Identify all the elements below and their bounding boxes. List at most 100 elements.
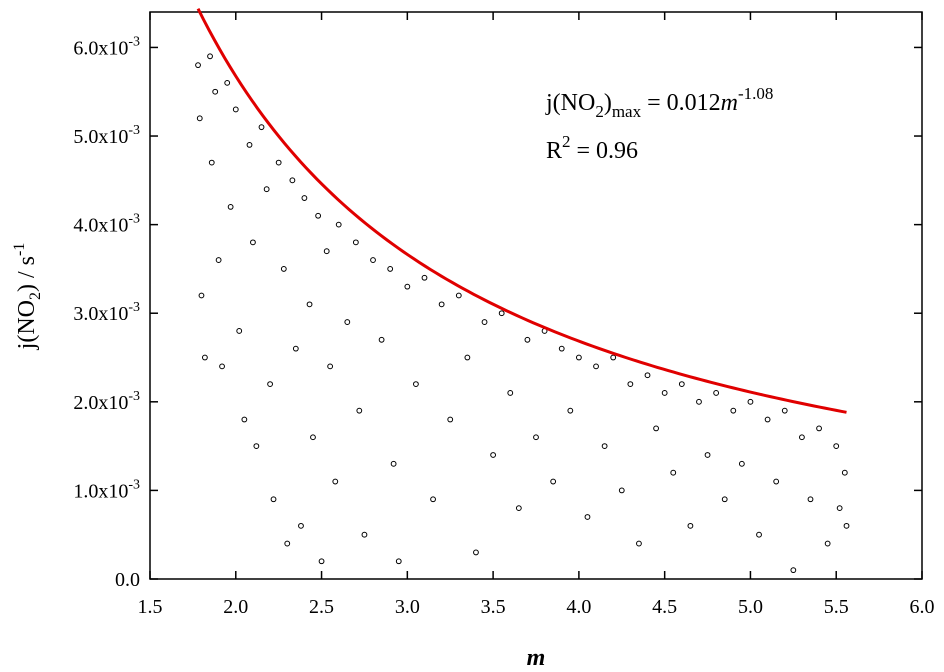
x-tick-label: 4.5 — [652, 596, 677, 618]
y-tick-label: 3.0x10-3 — [73, 300, 140, 325]
data-point — [208, 159, 215, 166]
data-point — [196, 115, 203, 122]
data-point — [253, 443, 260, 450]
data-point — [246, 141, 253, 148]
plot-frame — [149, 11, 923, 580]
data-point — [533, 434, 539, 441]
data-point — [498, 310, 505, 317]
data-point — [773, 478, 780, 485]
data-point — [201, 354, 208, 361]
data-point — [764, 416, 771, 423]
points-layer — [195, 53, 850, 574]
data-point — [473, 549, 479, 556]
fit-curve — [196, 7, 847, 414]
data-point — [447, 416, 454, 423]
x-axis: 1.5 2.0 2.5 3.0 3.5 4.0 4.5 5.0 5.5 6.0 — [138, 12, 935, 618]
data-point — [507, 390, 514, 396]
data-point — [275, 159, 282, 166]
data-point — [730, 407, 737, 414]
data-point — [250, 239, 256, 246]
y-axis-title: j(NO2) / s-1 — [11, 243, 44, 351]
x-tick-label: 6.0 — [910, 596, 935, 618]
y-axis: 0.0 1.0x10-3 2.0x10-3 3.0x10-3 4.0x10-3 5.0x1… — [73, 34, 922, 591]
data-point — [593, 363, 599, 370]
data-point — [575, 354, 582, 361]
fit-eq-a: j(NO — [545, 90, 595, 116]
data-point — [207, 53, 213, 60]
y-tick-label: 1.0x10-3 — [73, 477, 140, 502]
data-point — [219, 363, 225, 370]
data-point — [390, 460, 397, 467]
data-point — [315, 212, 322, 219]
data-point — [292, 345, 299, 352]
data-point — [816, 425, 822, 432]
data-point — [301, 195, 308, 201]
data-point — [361, 531, 368, 538]
data-point — [224, 79, 231, 86]
x-tick-label: 1.5 — [138, 596, 163, 618]
data-point — [289, 177, 296, 184]
data-point — [236, 328, 243, 334]
data-point — [227, 204, 234, 210]
data-point — [298, 522, 304, 529]
fit-eq-sub: 2 — [595, 102, 604, 121]
fit-eq-m: m — [721, 90, 738, 116]
data-point — [833, 443, 840, 450]
data-point — [455, 292, 462, 299]
y-tick-label: 4.0x10-3 — [73, 212, 140, 237]
data-point — [610, 354, 617, 361]
data-point — [280, 266, 287, 272]
data-point — [241, 416, 248, 423]
data-point — [335, 221, 342, 228]
data-point — [270, 496, 277, 503]
data-point — [232, 106, 239, 113]
data-point — [421, 274, 428, 281]
fit-eq-b: ) — [604, 90, 612, 116]
data-point — [601, 443, 608, 450]
data-point — [284, 540, 291, 547]
y-tick-label: 5.0x10-3 — [73, 123, 140, 148]
data-point — [713, 390, 720, 396]
x-tick-label: 2.5 — [309, 596, 334, 618]
data-point — [352, 239, 359, 246]
x-tick-label: 3.0 — [395, 596, 420, 618]
data-point — [198, 292, 205, 299]
data-point — [332, 478, 339, 485]
data-point — [661, 390, 668, 396]
data-point — [721, 496, 728, 503]
y-axis-title-tail: ) / s — [14, 256, 40, 292]
data-point — [378, 336, 385, 343]
data-point — [413, 381, 419, 387]
data-point — [696, 398, 702, 405]
data-point — [756, 531, 762, 538]
y-tick-label: 6.0x10-3 — [73, 34, 140, 59]
data-point — [344, 319, 351, 325]
fit-eq-c: = 0.012 — [641, 90, 721, 116]
x-tick-label: 2.0 — [223, 596, 248, 618]
r-squared-a: R — [546, 138, 562, 164]
data-point — [404, 283, 411, 290]
data-point — [263, 186, 270, 193]
data-point — [843, 522, 850, 529]
data-point — [687, 522, 694, 529]
fit-equation: j(NO2)max = 0.012m-1.08 — [545, 84, 773, 121]
data-point — [464, 354, 471, 361]
y-axis-title-main: j(NO — [14, 300, 40, 350]
data-point — [618, 487, 625, 494]
data-point — [584, 514, 591, 520]
data-point — [670, 469, 677, 476]
data-point — [567, 407, 574, 414]
data-point — [515, 505, 522, 512]
data-point — [267, 381, 273, 387]
y-axis-title-sup: -1 — [11, 243, 28, 256]
fit-eq-sup: -1.08 — [738, 84, 773, 103]
data-point — [678, 381, 685, 387]
y-axis-title-sub: 2 — [27, 292, 44, 300]
data-point — [481, 319, 488, 325]
data-point — [323, 248, 330, 255]
data-point — [550, 478, 557, 485]
x-tick-label: 3.5 — [481, 596, 506, 618]
data-point — [558, 345, 565, 352]
data-point — [738, 460, 745, 467]
